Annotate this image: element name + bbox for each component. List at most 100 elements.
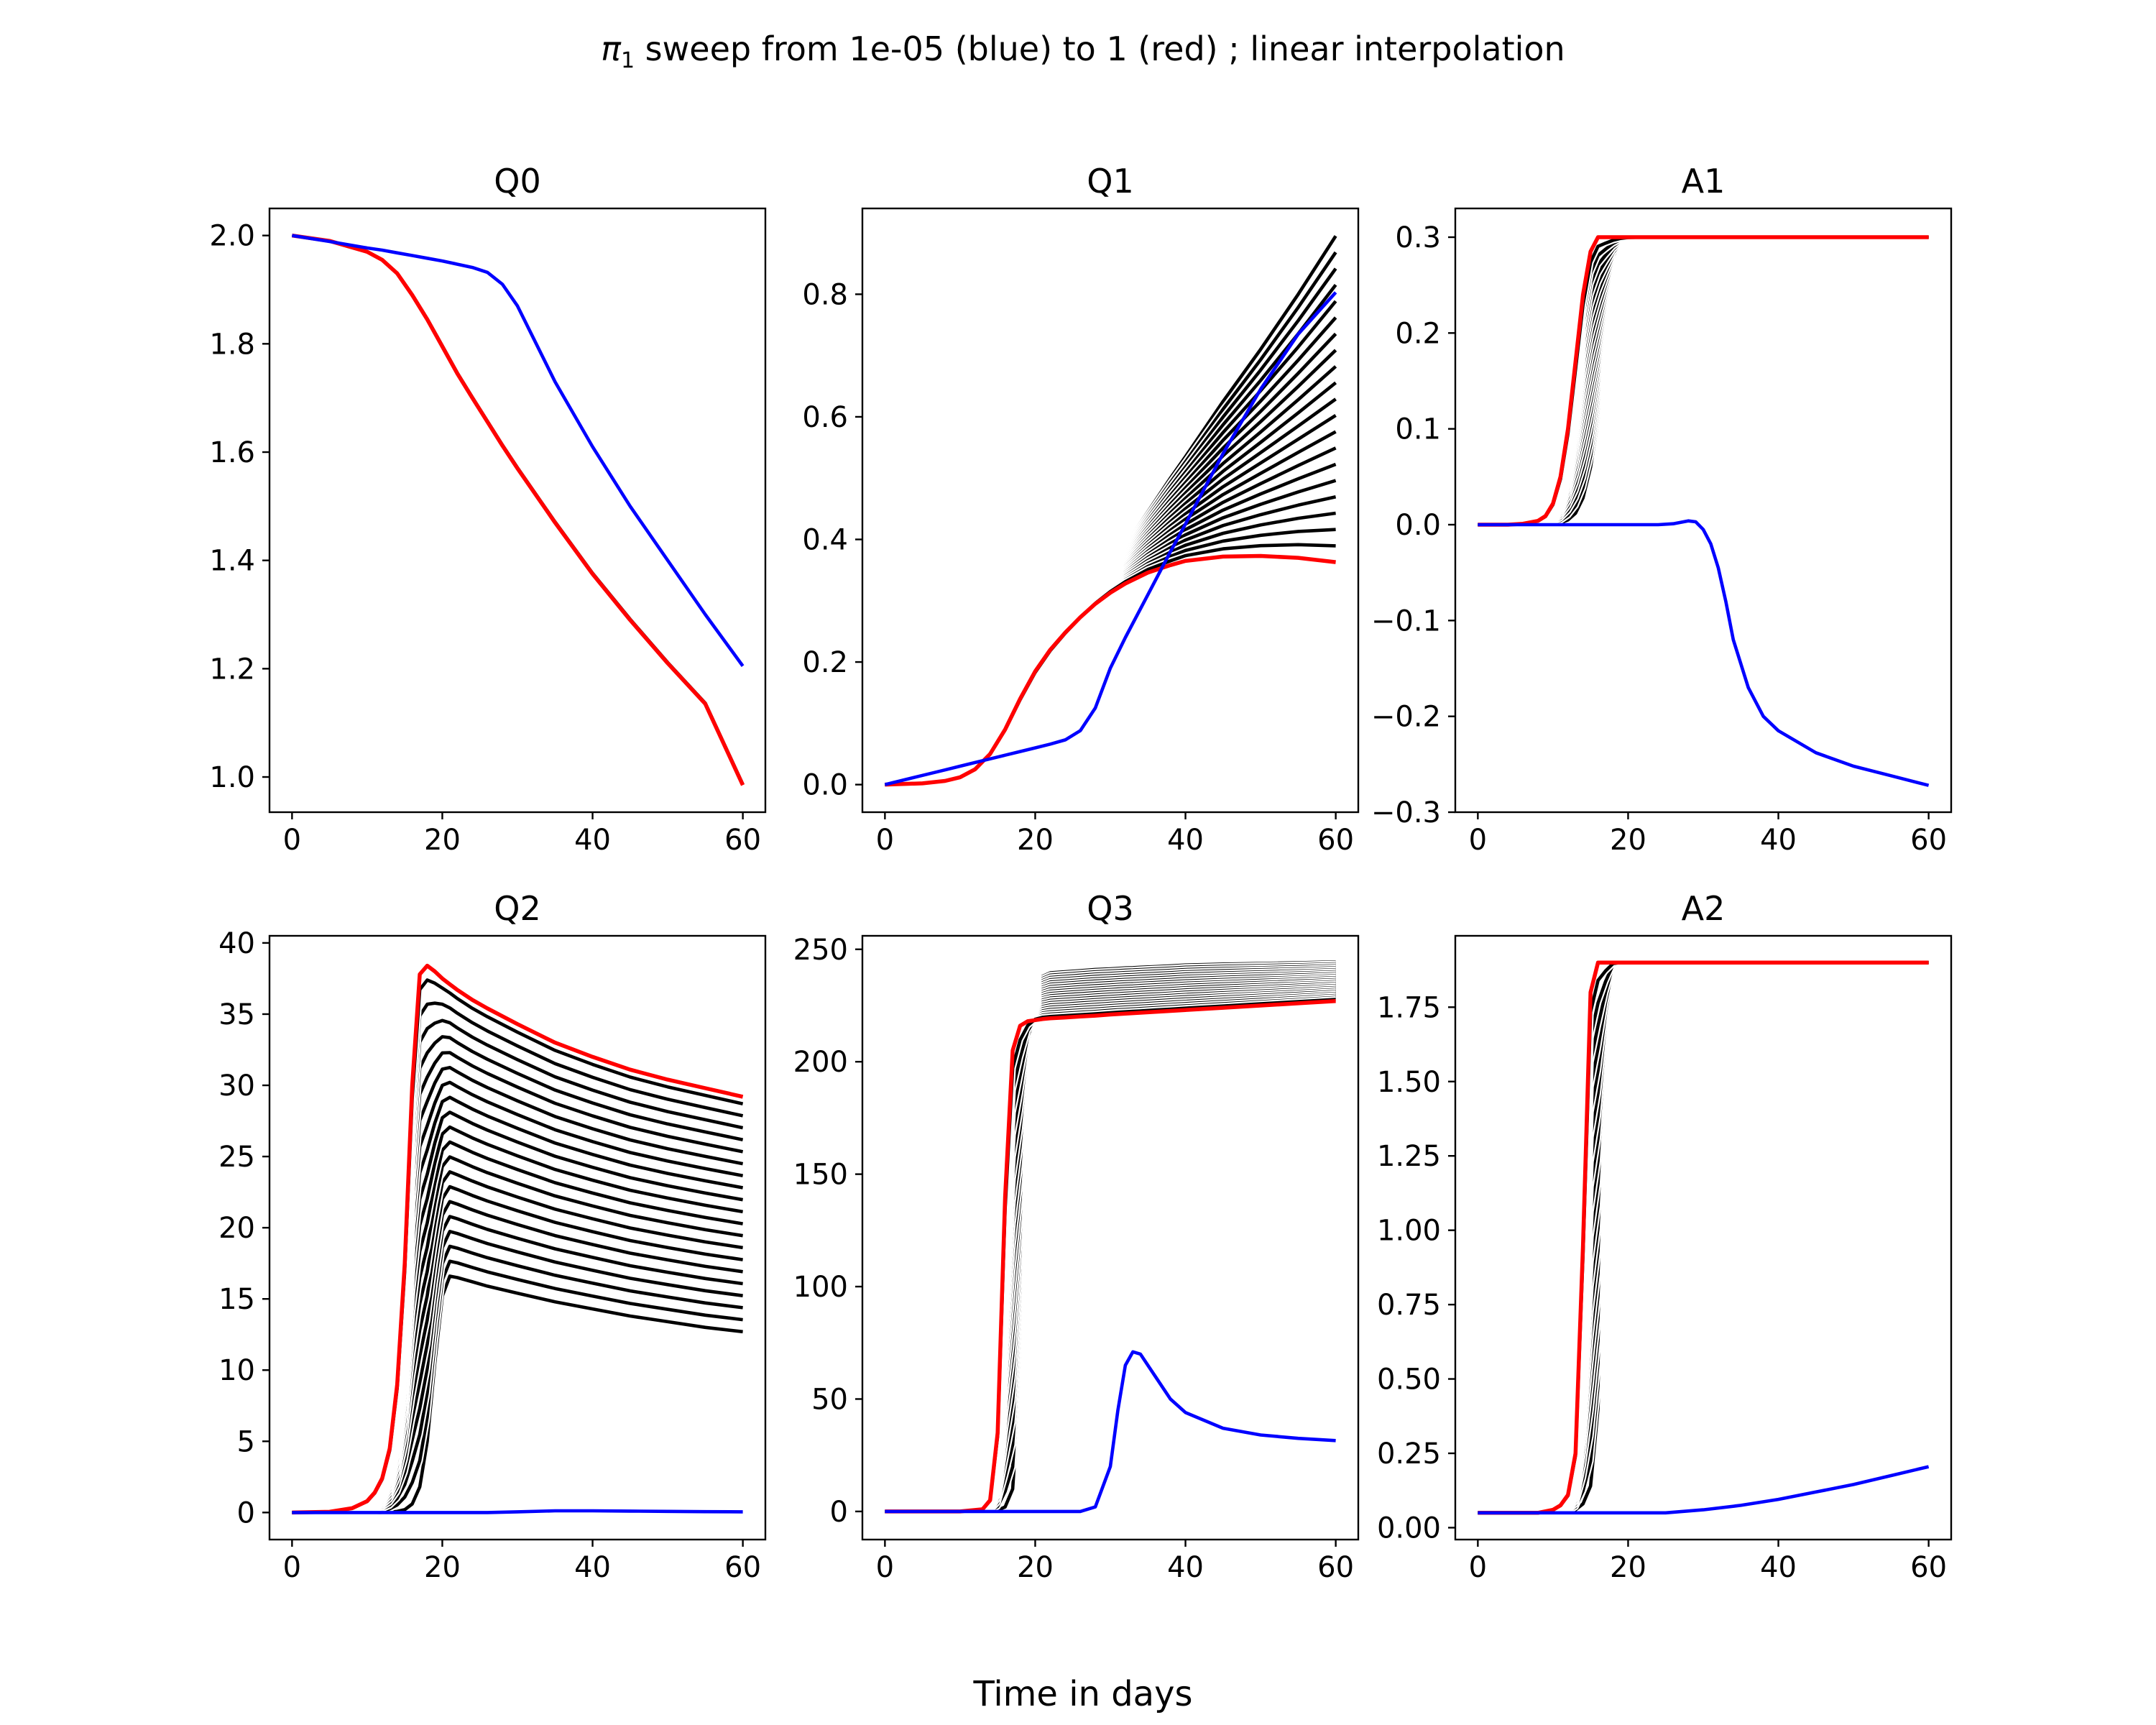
series-group: [1478, 234, 1930, 787]
sweep-line-outline: [1478, 234, 1929, 528]
sweep-line: [292, 234, 745, 765]
figure-title: π1 sweep from 1e-05 (blue) to 1 (red) ; …: [601, 29, 1565, 73]
sweep-line-outline: [1478, 959, 1929, 1517]
series-line-red: [292, 963, 744, 1515]
sweep-line-outline: [1478, 959, 1929, 1517]
sweep-line-outline: [885, 978, 1336, 1515]
x-tick-label: 20: [424, 1551, 461, 1584]
subplot-title: Q3: [1087, 889, 1133, 928]
sweep-line-outline: [1478, 959, 1929, 1517]
subplot-title: A2: [1682, 889, 1726, 928]
sweep-line-outline: [1478, 234, 1929, 528]
y-tick-label: 0: [830, 1496, 848, 1529]
x-tick-label: 60: [1910, 1551, 1947, 1584]
figure-xlabel: Time in days: [972, 1674, 1192, 1714]
sweep-line: [1478, 235, 1929, 527]
y-tick-label: 1.75: [1377, 991, 1441, 1024]
series-group: [1478, 959, 1930, 1517]
y-tick-label: 0.0: [802, 769, 848, 802]
subplot-title: Q2: [494, 889, 540, 928]
sweep-line: [292, 234, 745, 773]
x-tick-label: 20: [1017, 824, 1054, 857]
y-tick-label: 0: [237, 1496, 255, 1530]
y-tick-label: 0.3: [1395, 221, 1441, 254]
sweep-line: [1478, 960, 1929, 1515]
sweep-line-outline: [1478, 234, 1929, 528]
sweep-line-outline: [885, 972, 1336, 1515]
y-tick-label: 10: [218, 1354, 255, 1387]
sweep-line: [885, 985, 1336, 1514]
sweep-line-outline: [291, 232, 746, 764]
sweep-line-outline: [1478, 234, 1929, 528]
sweep-line: [1478, 235, 1929, 527]
y-tick-label: 1.2: [209, 653, 255, 686]
subplot-a1: A1 0 20 40 60 −0.3 −0.2 −0.1 0.0 0.1 0.2 0.3: [1371, 162, 1953, 857]
sweep-line: [1478, 235, 1929, 527]
sweep-line-outline: [885, 990, 1336, 1515]
subplot-q2: Q2 0 20 40 60 0 5 10 15 20 25 30 35 40: [218, 889, 767, 1584]
y-tick-label: 25: [218, 1141, 255, 1174]
sweep-line: [1478, 960, 1929, 1515]
sweep-line: [292, 234, 745, 762]
x-tick-label: 20: [424, 824, 461, 857]
sweep-line: [885, 988, 1336, 1514]
sweep-line-outline: [291, 232, 746, 780]
y-tick-label: 1.6: [209, 436, 255, 469]
sweep-line: [1478, 960, 1929, 1515]
y-tick-label: 0.25: [1377, 1438, 1441, 1471]
sweep-line: [292, 234, 745, 786]
series-group: [291, 232, 746, 786]
sweep-line-outline: [885, 965, 1336, 1515]
y-tick-label: 30: [218, 1070, 255, 1103]
series-group: [884, 234, 1339, 788]
sweep-line: [885, 495, 1337, 786]
sweep-line: [885, 251, 1337, 786]
y-tick-label: 1.4: [209, 545, 255, 578]
y-tick-label: 1.00: [1377, 1215, 1441, 1248]
sweep-line: [885, 511, 1336, 786]
sweep-line-outline: [885, 982, 1336, 1515]
sweep-line-outline: [1478, 959, 1929, 1517]
sweep-line: [885, 990, 1336, 1514]
sweep-line-outline: [291, 232, 746, 765]
sweep-line-outline: [1478, 234, 1929, 528]
sweep-line: [885, 974, 1336, 1514]
subplot-title: Q1: [1087, 162, 1133, 201]
sweep-line: [1478, 235, 1929, 527]
sweep-line: [1478, 235, 1929, 527]
sweep-line: [885, 960, 1336, 1514]
sweep-line: [1478, 960, 1929, 1515]
sweep-line: [292, 234, 745, 781]
sweep-line-outline: [1478, 234, 1929, 528]
sweep-line-outline: [885, 976, 1336, 1515]
sweep-line-outline: [1478, 959, 1929, 1517]
sweep-line-outline: [885, 986, 1336, 1515]
sweep-line-outline: [291, 232, 746, 786]
sweep-line-outline: [291, 232, 746, 771]
sweep-line-outline: [1478, 234, 1929, 528]
series-line-red: [1478, 235, 1929, 527]
sweep-line: [1478, 235, 1929, 527]
y-tick-label: 0.2: [1395, 317, 1441, 350]
sweep-line-outline: [291, 232, 746, 776]
x-tick-label: 40: [574, 824, 611, 857]
sweep-line: [1478, 235, 1929, 527]
sweep-line: [885, 316, 1337, 786]
y-tick-label: 0.00: [1377, 1512, 1441, 1545]
y-tick-label: 0.50: [1377, 1363, 1441, 1397]
axes-frame: [1454, 207, 1953, 814]
series-group: [292, 963, 744, 1516]
sweep-line-outline: [1478, 959, 1929, 1517]
sweep-line: [292, 234, 745, 783]
sweep-line: [885, 964, 1336, 1514]
sweep-line: [292, 234, 745, 777]
sweep-line-outline: [1478, 234, 1929, 528]
sweep-line-outline: [291, 232, 746, 773]
series-group: [885, 958, 1336, 1515]
sweep-line: [1478, 235, 1929, 527]
sweep-line-outline: [1478, 234, 1929, 528]
y-tick-label: 1.50: [1377, 1066, 1441, 1099]
x-tick-label: 0: [1469, 1551, 1487, 1584]
